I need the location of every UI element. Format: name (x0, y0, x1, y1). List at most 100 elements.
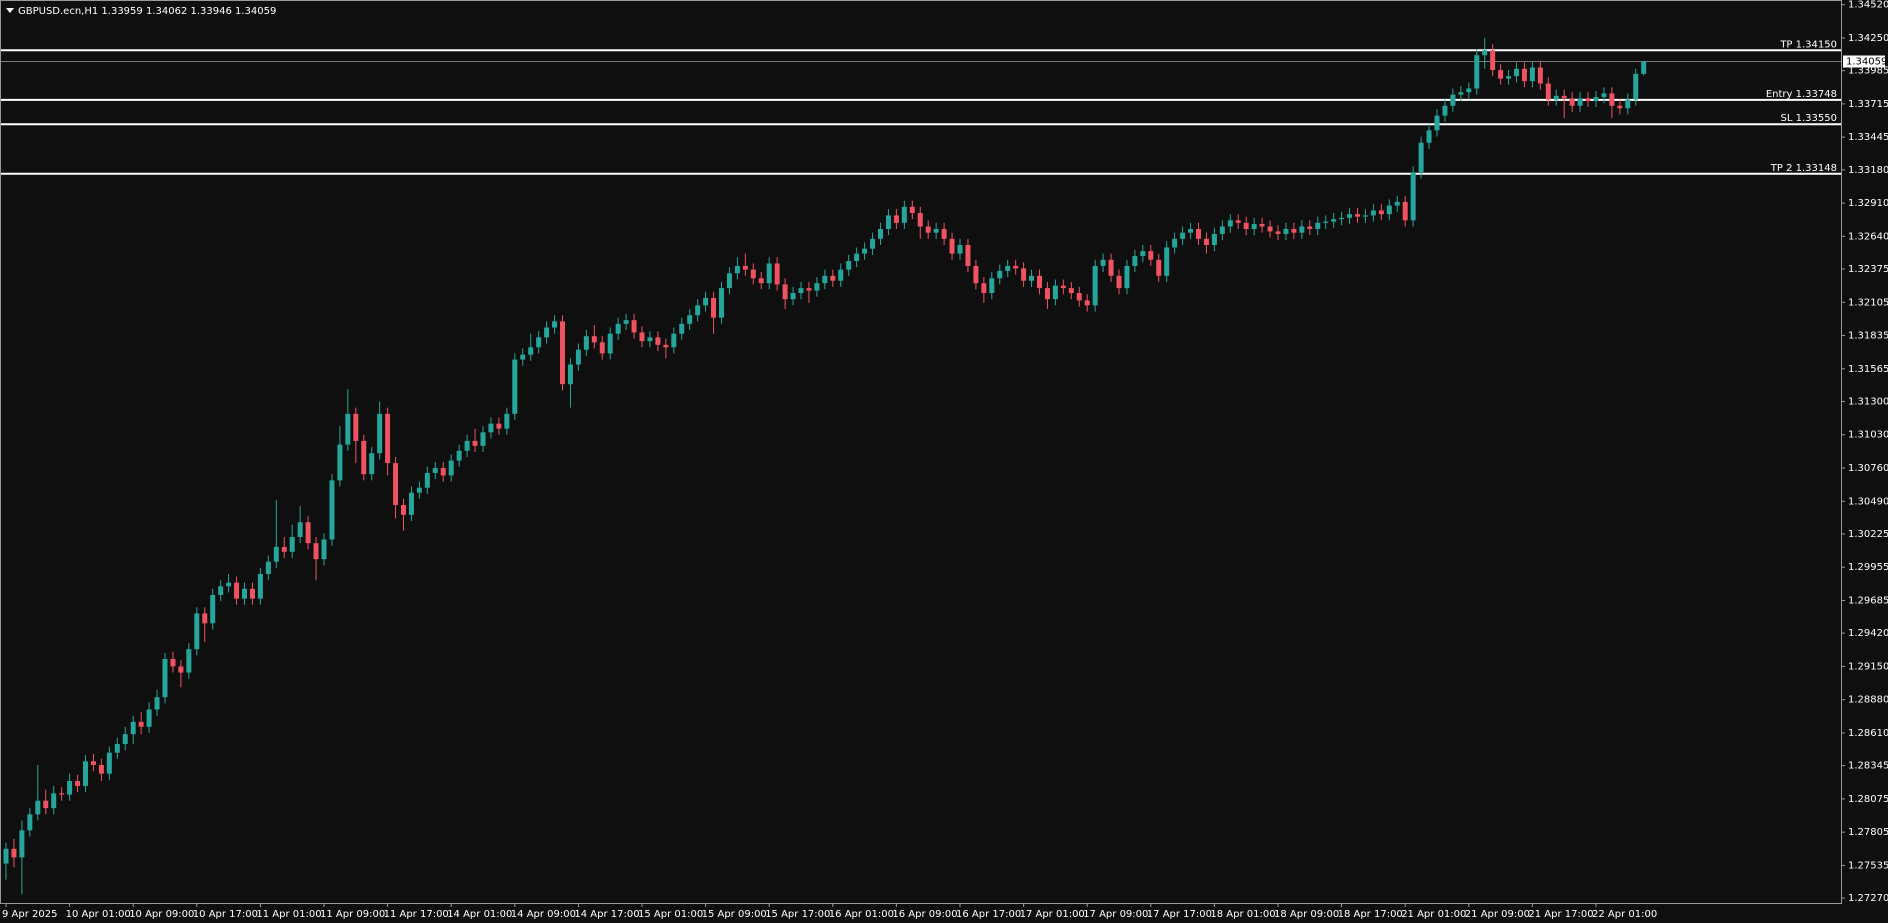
candle-body (1219, 226, 1225, 234)
candle-body (1100, 259, 1106, 266)
candle-body (1044, 288, 1050, 300)
candle-body (313, 543, 319, 560)
candle-body (440, 468, 446, 476)
candle-body (106, 752, 112, 774)
candle-body (846, 261, 852, 270)
candle-body (1529, 67, 1535, 82)
y-tick-label: 1.27805 (1848, 827, 1888, 838)
candle-body (90, 761, 96, 765)
menu-arrow (6, 8, 14, 13)
candle-body (1410, 172, 1416, 221)
candle-body (1545, 83, 1551, 100)
y-tick-label: 1.33715 (1848, 99, 1888, 110)
candle-body (862, 248, 868, 254)
level-label: TP 1.34150 (1779, 39, 1837, 50)
price-box (1843, 55, 1885, 68)
candle-body (1116, 275, 1122, 289)
candle-body (1227, 220, 1233, 227)
candle-body (989, 278, 995, 294)
candle-body (567, 364, 573, 385)
candle-body (1378, 210, 1384, 215)
candle-body (758, 278, 764, 284)
price-label: 1.34059 (1846, 57, 1887, 68)
y-tick-label: 1.34520 (1848, 0, 1888, 11)
candle-body (607, 333, 613, 354)
candle-body (893, 215, 899, 223)
x-tick-label: 11 Apr 17:00 (384, 909, 449, 920)
y-tick-label: 1.30760 (1848, 463, 1888, 474)
candle-body (464, 440, 470, 451)
candle-body (726, 273, 732, 289)
level-label: Entry 1.33748 (1766, 89, 1837, 100)
candle-body (1291, 228, 1297, 233)
candle-body (1434, 115, 1440, 131)
y-tick-label: 1.33985 (1848, 66, 1888, 77)
candle-body (234, 582, 240, 599)
candle-body (750, 269, 756, 279)
candle-body (114, 744, 120, 753)
candle-body (1052, 285, 1058, 300)
candle-body (599, 342, 605, 354)
x-tick-label: 14 Apr 17:00 (574, 909, 639, 920)
y-tick-label: 1.31300 (1848, 396, 1888, 407)
y-tick-label: 1.33445 (1848, 132, 1888, 143)
candle-body (536, 337, 542, 348)
candle-body (981, 283, 987, 294)
candle-body (1339, 217, 1345, 220)
candle-body (1601, 93, 1607, 98)
candle-body (854, 253, 860, 262)
candle-body (170, 659, 176, 667)
candle-body (1490, 50, 1496, 71)
candle-body (1259, 224, 1265, 227)
y-tick-label: 1.33180 (1848, 165, 1888, 176)
level-label: SL 1.33550 (1781, 113, 1837, 124)
candle-body (1537, 67, 1543, 84)
candle-body (1482, 50, 1488, 56)
candle-body (1283, 228, 1289, 234)
candle-body (528, 347, 534, 355)
candle-body (1172, 238, 1178, 248)
candle-body (1402, 201, 1408, 221)
x-tick-label: 21 Apr 01:00 (1401, 909, 1466, 920)
x-tick-label: 11 Apr 01:00 (256, 909, 321, 920)
x-tick-label: 15 Apr 09:00 (702, 909, 767, 920)
candle-body (480, 432, 486, 446)
candle-body (1196, 228, 1201, 239)
candle-body (806, 288, 812, 291)
x-tick-label: 21 Apr 17:00 (1528, 909, 1593, 920)
candle-body (202, 613, 208, 624)
x-tick-label: 16 Apr 01:00 (829, 909, 894, 920)
candle-body (1466, 88, 1472, 93)
candle-body (1029, 275, 1035, 281)
candle-body (1275, 231, 1281, 234)
candle-body (782, 284, 788, 300)
candle-body (909, 206, 915, 213)
candle-body (1307, 226, 1313, 229)
candle-body (273, 546, 279, 562)
candle-body (1315, 222, 1321, 229)
y-tick-label: 1.28880 (1848, 695, 1888, 706)
x-tick-label: 15 Apr 17:00 (765, 909, 830, 920)
candle-body (679, 323, 685, 334)
candle-body (43, 800, 49, 809)
candle-body (544, 327, 550, 338)
candle-body (1243, 222, 1249, 229)
candle-body (1553, 95, 1559, 100)
candle-body (901, 206, 907, 223)
candle-body (1521, 68, 1527, 82)
candle-body (456, 450, 462, 461)
candle-body (631, 320, 637, 333)
candle-body (734, 265, 740, 274)
y-tick-label: 1.27535 (1848, 860, 1888, 871)
candle-body (305, 522, 311, 544)
candle-body (345, 413, 351, 445)
candle-body (11, 848, 17, 858)
candle-body (1442, 105, 1448, 116)
candle-body (1474, 55, 1480, 89)
candle-body (830, 275, 836, 281)
candle-body (496, 423, 502, 429)
y-tick-label: 1.29685 (1848, 595, 1888, 606)
candle-body (329, 480, 335, 540)
candle-body (1585, 98, 1591, 101)
